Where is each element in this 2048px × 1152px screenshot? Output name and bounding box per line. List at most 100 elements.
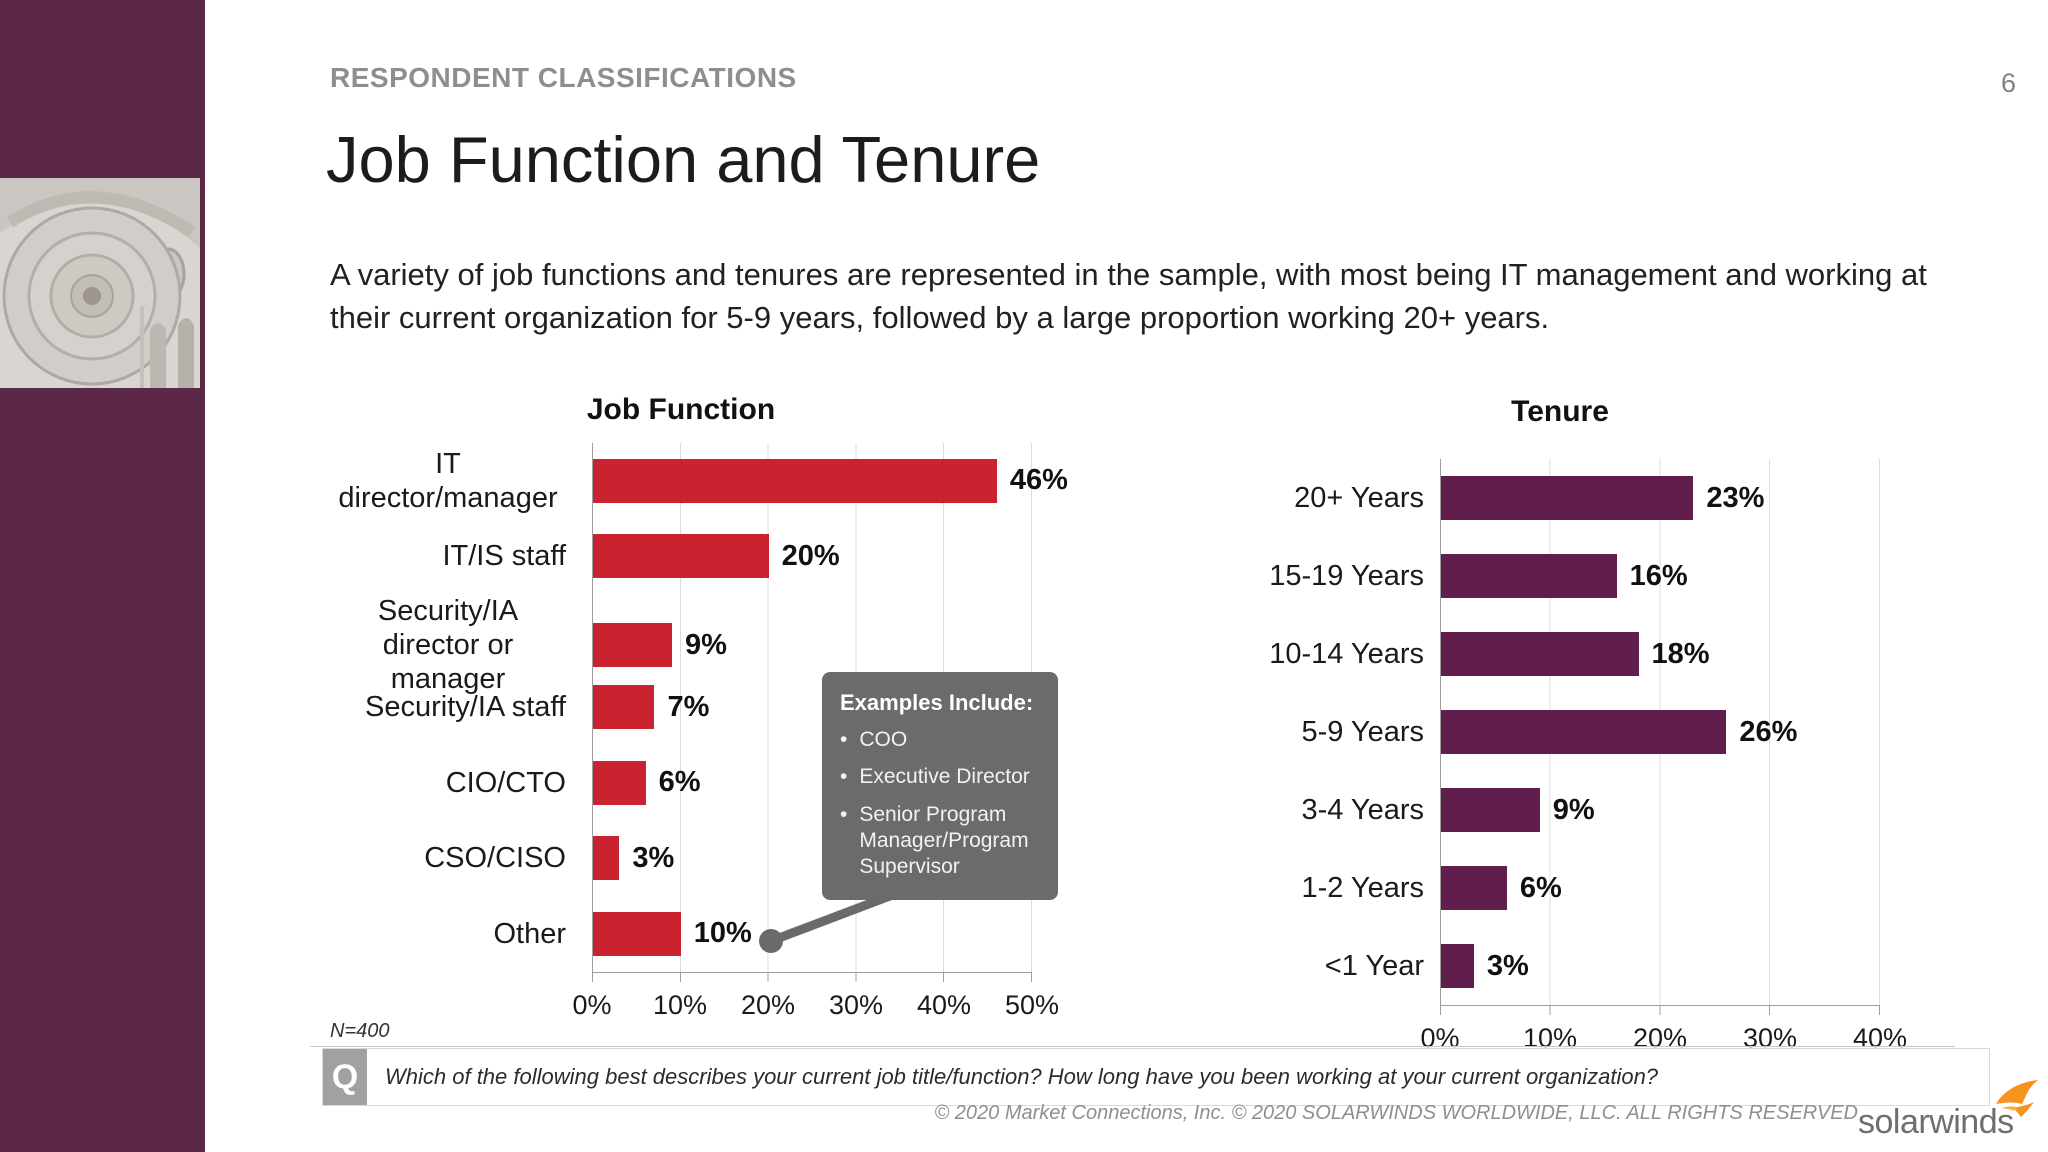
bar-value-label: 26% [1739, 715, 1798, 748]
examples-callout: Examples Include: • COO • Executive Direct… [822, 672, 1058, 901]
column-capital-image [0, 178, 200, 388]
chart-row: IT director/manager 46% [330, 443, 1110, 519]
bar-track: 26% [1440, 693, 1880, 771]
x-axis [592, 971, 1032, 982]
category-label: Security/IA director or manager [377, 595, 519, 696]
bar-value-label: 7% [667, 690, 710, 723]
bar-track: 20% [592, 518, 1032, 594]
survey-question-text: Which of the following best describes yo… [385, 1064, 1659, 1089]
bar-track: 46% [592, 443, 1068, 519]
chart-row: <1 Year 3% [1240, 927, 1940, 1005]
axis-tick-label: 30% [828, 989, 884, 1020]
chart-bar [1441, 944, 1474, 988]
bullet-icon: • [840, 802, 848, 826]
chart-bar [593, 836, 620, 881]
chart-bar [593, 458, 997, 503]
sidebar-accent-band [0, 0, 205, 1152]
axis-tick-label: 50% [1004, 989, 1060, 1020]
bar-value-label: 23% [1706, 481, 1765, 514]
bar-value-label: 3% [1486, 949, 1529, 982]
chart-row: IT/IS staff 20% [330, 518, 1110, 594]
axis-tick-label: 0% [572, 989, 612, 1020]
category-label: IT director/manager [338, 447, 558, 514]
axis-tick-label: 10% [652, 989, 708, 1020]
category-label: 20+ Years [1294, 481, 1424, 514]
chart-bar [1441, 476, 1694, 520]
chart-bar [1441, 554, 1617, 598]
category-label: <1 Year [1324, 949, 1424, 982]
copyright-notice: © 2020 Market Connections, Inc. © 2020 S… [934, 1102, 1858, 1124]
chart-row: 20+ Years 23% [1240, 459, 1940, 537]
logo-wordmark: solarwinds [1858, 1103, 2014, 1141]
bar-value-label: 6% [1519, 871, 1562, 904]
chart-row: Security/IA director or manager 9% [330, 594, 1110, 697]
chart-bar [1441, 710, 1727, 754]
bar-track: 18% [1440, 615, 1880, 693]
axis-tick-label: 20% [740, 989, 796, 1020]
category-label: Security/IA staff [365, 691, 566, 724]
category-label: 5-9 Years [1301, 715, 1424, 748]
summary-paragraph: A variety of job functions and tenures a… [330, 257, 1927, 335]
page-title: Job Function and Tenure [326, 123, 1041, 196]
bar-value-label: 46% [1009, 464, 1068, 497]
chart-bar [593, 685, 655, 730]
callout-item: • COO [840, 727, 1042, 753]
bar-value-label: 18% [1651, 637, 1710, 670]
category-label: CSO/CISO [424, 842, 566, 875]
tenure-chart: Tenure 20+ Years 23% 15-19 Years 16% 10-14 Y… [1240, 395, 1940, 1055]
bar-value-label: 9% [685, 628, 727, 661]
chart-plot-area: 20+ Years 23% 15-19 Years 16% 10-14 Years 18%… [1240, 459, 1940, 1005]
chart-row: 5-9 Years 26% [1240, 693, 1940, 771]
callout-item: • Executive Director [840, 764, 1042, 790]
sample-size-note: N=400 [330, 1020, 390, 1042]
chart-bar [593, 623, 673, 668]
callout-item: • Senior Program Manager/Program Supervis… [840, 802, 1042, 881]
chart-title: Tenure [1511, 395, 1609, 428]
category-label: IT/IS staff [442, 540, 566, 573]
chart-plot-area: IT director/manager 46% IT/IS staff 20% Secu… [330, 443, 1110, 972]
chart-row: 15-19 Years 16% [1240, 537, 1940, 615]
chart-bar [593, 760, 646, 805]
chart-row: 10-14 Years 18% [1240, 615, 1940, 693]
category-label: Other [493, 917, 566, 950]
bar-value-label: 20% [781, 539, 840, 572]
chart-bar [1441, 788, 1540, 832]
chart-bar [593, 534, 769, 579]
category-label: 10-14 Years [1269, 637, 1424, 670]
survey-question-bar: Q Which of the following best describes … [322, 1048, 1990, 1106]
footer-divider [310, 1046, 1955, 1047]
x-axis-tick-labels: 0% 10% 20% 30% 40% 50% [572, 982, 1059, 1022]
callout-heading: Examples Include: [840, 690, 1034, 715]
bar-track: 16% [1440, 537, 1880, 615]
callout-list: • COO • Executive Director • Senior Program… [840, 727, 1042, 880]
bar-value-label: 16% [1629, 559, 1688, 592]
callout-connector-line [759, 891, 892, 953]
solarwinds-logo: solarwinds [1858, 1080, 2038, 1142]
chart-row: Other 10% [330, 896, 1110, 972]
job-function-chart: Job Function IT director/manager 46% IT/IS… [330, 393, 1110, 1022]
category-label: 1-2 Years [1301, 871, 1424, 904]
bar-track: 9% [1440, 771, 1880, 849]
question-icon: Q [323, 1049, 367, 1105]
bar-track: 3% [1440, 927, 1880, 1005]
chart-row: 3-4 Years 9% [1240, 771, 1940, 849]
category-label: CIO/CTO [445, 766, 566, 799]
bar-value-label: 3% [632, 841, 675, 874]
category-label: 3-4 Years [1301, 793, 1424, 826]
chart-title: Job Function [586, 393, 776, 426]
bar-track: 6% [1440, 849, 1880, 927]
chart-bar [593, 911, 681, 956]
logo-flame-icon [1996, 1080, 2038, 1117]
section-eyebrow: RESPONDENT CLASSIFICATIONS [330, 62, 797, 93]
bar-track: 10% [592, 896, 1032, 972]
bullet-icon: • [840, 728, 848, 751]
x-axis [1440, 1005, 1880, 1015]
bar-track: 23% [1440, 459, 1880, 537]
page-number: 6 [2000, 68, 2016, 98]
chart-bar [1441, 632, 1639, 676]
bullet-icon: • [840, 765, 848, 789]
chart-bar [1441, 866, 1507, 910]
chart-row: 1-2 Years 6% [1240, 849, 1940, 927]
bar-value-label: 9% [1552, 793, 1595, 826]
